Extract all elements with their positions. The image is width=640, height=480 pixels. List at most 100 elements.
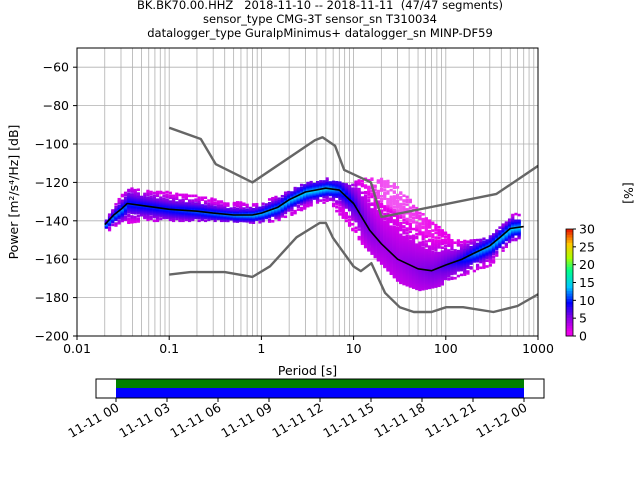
density-cell — [415, 210, 419, 214]
density-cell — [357, 189, 361, 193]
density-cell — [213, 198, 217, 201]
density-cell — [383, 183, 387, 186]
density-cell — [258, 206, 262, 210]
density-cell — [421, 231, 425, 234]
x-tick-label: 1 — [257, 341, 265, 356]
colorbar-segment — [566, 261, 573, 265]
density-cell — [181, 219, 185, 223]
density-cell — [431, 221, 435, 225]
density-cell — [392, 225, 396, 229]
density-cell — [367, 199, 371, 202]
timeline-tick-label: 11-11 06 — [167, 400, 223, 441]
density-cell — [351, 227, 355, 231]
colorbar-tick-label: 25 — [579, 239, 595, 254]
density-cell — [287, 190, 291, 194]
density-cell — [395, 220, 400, 224]
density-cell — [162, 197, 166, 201]
density-cell — [485, 259, 489, 263]
density-cell — [235, 201, 240, 204]
density-cell — [123, 215, 128, 219]
density-cell — [504, 242, 508, 246]
density-cell — [373, 203, 377, 207]
density-cell — [255, 204, 259, 208]
density-cell — [402, 208, 406, 212]
density-cell — [415, 216, 419, 220]
colorbar-segment — [566, 274, 573, 278]
density-cell — [456, 239, 460, 242]
density-cell — [315, 181, 320, 184]
density-cell — [418, 241, 422, 245]
density-cell — [421, 236, 425, 239]
density-cell — [130, 187, 134, 190]
density-cell — [296, 208, 300, 211]
density-cell — [456, 249, 460, 253]
density-cell — [472, 269, 476, 273]
density-cell — [370, 252, 374, 255]
density-cell — [379, 184, 384, 188]
density-cell — [146, 218, 150, 222]
density-cell — [363, 190, 368, 194]
density-cell — [504, 245, 508, 248]
density-cell — [431, 233, 435, 236]
density-cell — [367, 202, 371, 206]
density-cell — [367, 190, 371, 194]
density-cell — [395, 216, 400, 220]
colorbar-segment — [566, 255, 573, 259]
colorbar: 0 5 10 15 20 25 30 [%] — [565, 182, 636, 344]
density-cell — [408, 215, 412, 218]
density-cell — [264, 203, 268, 206]
colorbar-segment — [566, 303, 573, 308]
density-cell — [472, 239, 476, 242]
density-cell — [383, 212, 387, 216]
density-cell — [341, 207, 345, 211]
density-cell — [395, 214, 400, 218]
density-cell — [447, 233, 451, 237]
density-cell — [517, 219, 521, 223]
density-cell — [159, 196, 163, 200]
density-cell — [472, 240, 476, 244]
density-cell — [373, 201, 377, 205]
density-cell — [274, 198, 278, 202]
density-cell — [392, 200, 396, 204]
density-cell — [405, 217, 409, 221]
density-cell — [363, 198, 368, 202]
density-cell — [427, 219, 432, 222]
density-cell — [219, 200, 224, 203]
density-cell — [120, 199, 124, 203]
density-cell — [152, 196, 156, 200]
density-cell — [392, 182, 396, 186]
density-cell — [379, 209, 384, 213]
colorbar-segment — [566, 229, 573, 233]
density-cell — [197, 202, 201, 205]
density-cell — [379, 202, 384, 206]
density-cell — [130, 215, 134, 218]
density-cell — [357, 228, 361, 231]
density-cell — [392, 202, 396, 206]
density-cell — [434, 239, 438, 242]
colorbar-segment — [566, 325, 573, 329]
density-cell — [389, 209, 393, 213]
density-cell — [155, 190, 160, 194]
density-cell — [482, 264, 486, 267]
density-cell — [127, 188, 131, 192]
timeline-tick-label: 11-11 12 — [269, 400, 325, 441]
density-cell — [271, 219, 275, 223]
density-cell — [437, 242, 441, 245]
density-cell — [386, 197, 390, 201]
density-cell — [168, 200, 172, 203]
density-cell — [331, 180, 336, 184]
density-cell — [421, 240, 425, 244]
density-cell — [389, 203, 393, 206]
colorbar-segment — [566, 242, 573, 246]
density-cell — [120, 193, 124, 197]
density-cell — [171, 217, 176, 221]
density-cell — [133, 215, 137, 219]
density-cell — [389, 206, 393, 209]
density-cell — [434, 248, 438, 252]
density-cell — [466, 266, 470, 269]
density-cell — [392, 208, 396, 212]
density-cell — [415, 206, 419, 210]
density-cell — [325, 179, 329, 182]
density-cell — [335, 205, 339, 209]
